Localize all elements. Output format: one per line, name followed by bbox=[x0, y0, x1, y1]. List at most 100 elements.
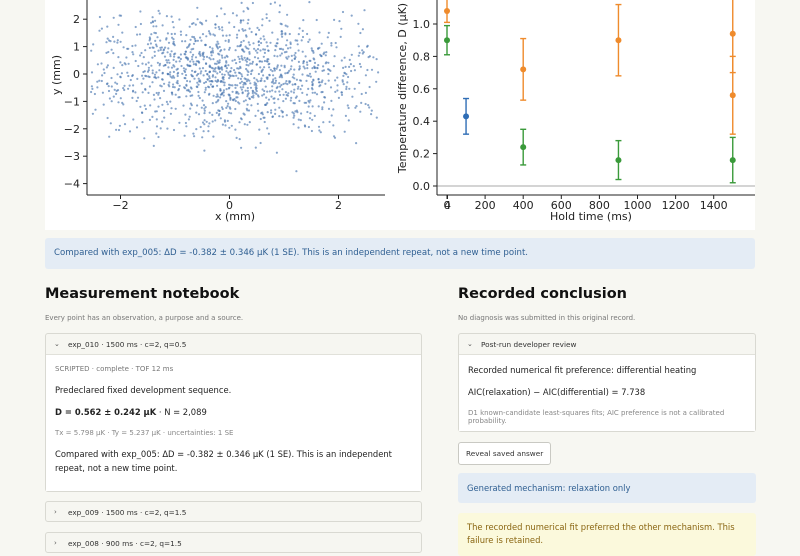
scatter-point bbox=[129, 78, 132, 82]
scatter-point bbox=[261, 68, 264, 71]
scatter-point bbox=[115, 89, 118, 92]
scatter-point bbox=[236, 84, 239, 87]
scatter-point bbox=[218, 109, 221, 113]
scatter-point bbox=[247, 41, 250, 44]
entry-header[interactable]: › exp_009 · 1500 ms · c=2, q=1.5 bbox=[46, 502, 421, 522]
scatter-point bbox=[202, 51, 205, 54]
scatter-point bbox=[233, 69, 236, 72]
scatter-point bbox=[128, 84, 131, 87]
scatter-point bbox=[350, 53, 353, 56]
scatter-point bbox=[291, 83, 294, 86]
scatter-point bbox=[262, 55, 265, 58]
scatter-point bbox=[350, 69, 353, 73]
scatter-point bbox=[349, 63, 352, 66]
scatter-point bbox=[142, 56, 145, 59]
failure-note: The recorded numerical fit preferred the… bbox=[458, 513, 756, 556]
scatter-point bbox=[223, 48, 226, 51]
scatter-point bbox=[358, 62, 361, 66]
scatter-point bbox=[345, 87, 348, 91]
scatter-point bbox=[135, 126, 139, 129]
scatter-point bbox=[355, 142, 358, 145]
scatter-point bbox=[280, 109, 283, 112]
scatter-point bbox=[229, 74, 232, 77]
scatter-point bbox=[191, 35, 194, 39]
scatter-point bbox=[247, 109, 251, 112]
scatter-point bbox=[330, 114, 333, 117]
scatter-point bbox=[245, 47, 248, 50]
notebook-entry-exp-009[interactable]: › exp_009 · 1500 ms · c=2, q=1.5 bbox=[45, 501, 422, 522]
scatter-point bbox=[204, 106, 207, 109]
chart-x-tick-label: 200 bbox=[475, 199, 496, 212]
scatter-point bbox=[261, 113, 264, 116]
scatter-point bbox=[184, 70, 187, 74]
scatter-point bbox=[354, 106, 357, 109]
entry-header[interactable]: ⌄ exp_010 · 1500 ms · c=2, q=0.5 bbox=[46, 334, 421, 354]
scatter-point bbox=[172, 83, 175, 86]
scatter-point bbox=[161, 72, 164, 75]
aic-difference: AIC(relaxation) − AIC(differential) = 7.… bbox=[468, 387, 646, 397]
scatter-point bbox=[307, 105, 310, 108]
scatter-point bbox=[330, 42, 333, 45]
scatter-point bbox=[215, 44, 218, 47]
scatter-point bbox=[247, 18, 250, 21]
scatter-point bbox=[248, 121, 251, 124]
scatter-point bbox=[202, 74, 205, 77]
scatter-point bbox=[258, 28, 261, 31]
scatter-point bbox=[285, 56, 288, 59]
scatter-point bbox=[370, 113, 373, 116]
scatter-point bbox=[318, 46, 321, 49]
scatter-point bbox=[360, 92, 363, 96]
scatter-point bbox=[189, 60, 192, 63]
scatter-point bbox=[154, 19, 157, 22]
scatter-point bbox=[353, 69, 356, 72]
scatter-point bbox=[308, 117, 311, 120]
entry-header[interactable]: › exp_008 · 900 ms · c=2, q=1.5 bbox=[46, 533, 421, 553]
scatter-point bbox=[228, 48, 231, 51]
scatter-point bbox=[263, 59, 266, 63]
scatter-point bbox=[148, 39, 151, 42]
scatter-point bbox=[208, 75, 211, 78]
scatter-point bbox=[162, 64, 165, 67]
scatter-point bbox=[289, 99, 292, 102]
scatter-point bbox=[90, 71, 94, 74]
reveal-saved-answer-button[interactable]: Reveal saved answer bbox=[458, 442, 552, 465]
scatter-point bbox=[222, 89, 225, 92]
scatter-point bbox=[184, 121, 187, 125]
scatter-point bbox=[93, 92, 96, 96]
scatter-point bbox=[273, 101, 276, 104]
scatter-point bbox=[234, 71, 237, 74]
scatter-point bbox=[176, 67, 179, 70]
scatter-point bbox=[264, 85, 267, 88]
scatter-point bbox=[272, 82, 275, 85]
scatter-point bbox=[263, 51, 266, 55]
scatter-point bbox=[235, 96, 238, 99]
scatter-point bbox=[209, 58, 212, 61]
scatter-point bbox=[305, 61, 309, 64]
scatter-point bbox=[302, 62, 305, 65]
chart-x-tick-label: 800 bbox=[589, 199, 610, 212]
scatter-point bbox=[308, 59, 311, 62]
scatter-point bbox=[194, 40, 197, 43]
scatter-point bbox=[223, 84, 226, 87]
scatter-point bbox=[227, 71, 230, 74]
scatter-point bbox=[212, 94, 215, 97]
scatter-point bbox=[225, 67, 228, 70]
scatter-point bbox=[240, 88, 243, 91]
scatter-point bbox=[293, 54, 296, 57]
review-header[interactable]: ⌄ Post-run developer review bbox=[459, 334, 755, 354]
notebook-entry-exp-008[interactable]: › exp_008 · 900 ms · c=2, q=1.5 bbox=[45, 532, 422, 553]
scatter-point bbox=[259, 141, 262, 145]
scatter-point bbox=[188, 90, 192, 93]
scatter-point bbox=[315, 93, 319, 96]
scatter-point bbox=[228, 111, 231, 114]
scatter-point bbox=[205, 35, 208, 38]
scatter-point bbox=[262, 74, 265, 77]
scatter-point bbox=[278, 106, 281, 109]
scatter-point bbox=[213, 34, 216, 37]
scatter-point bbox=[203, 109, 206, 112]
scatter-point bbox=[157, 49, 160, 52]
scatter-point bbox=[159, 97, 162, 100]
scatter-point bbox=[247, 64, 250, 67]
scatter-point bbox=[159, 46, 162, 49]
scatter-point bbox=[217, 42, 220, 45]
